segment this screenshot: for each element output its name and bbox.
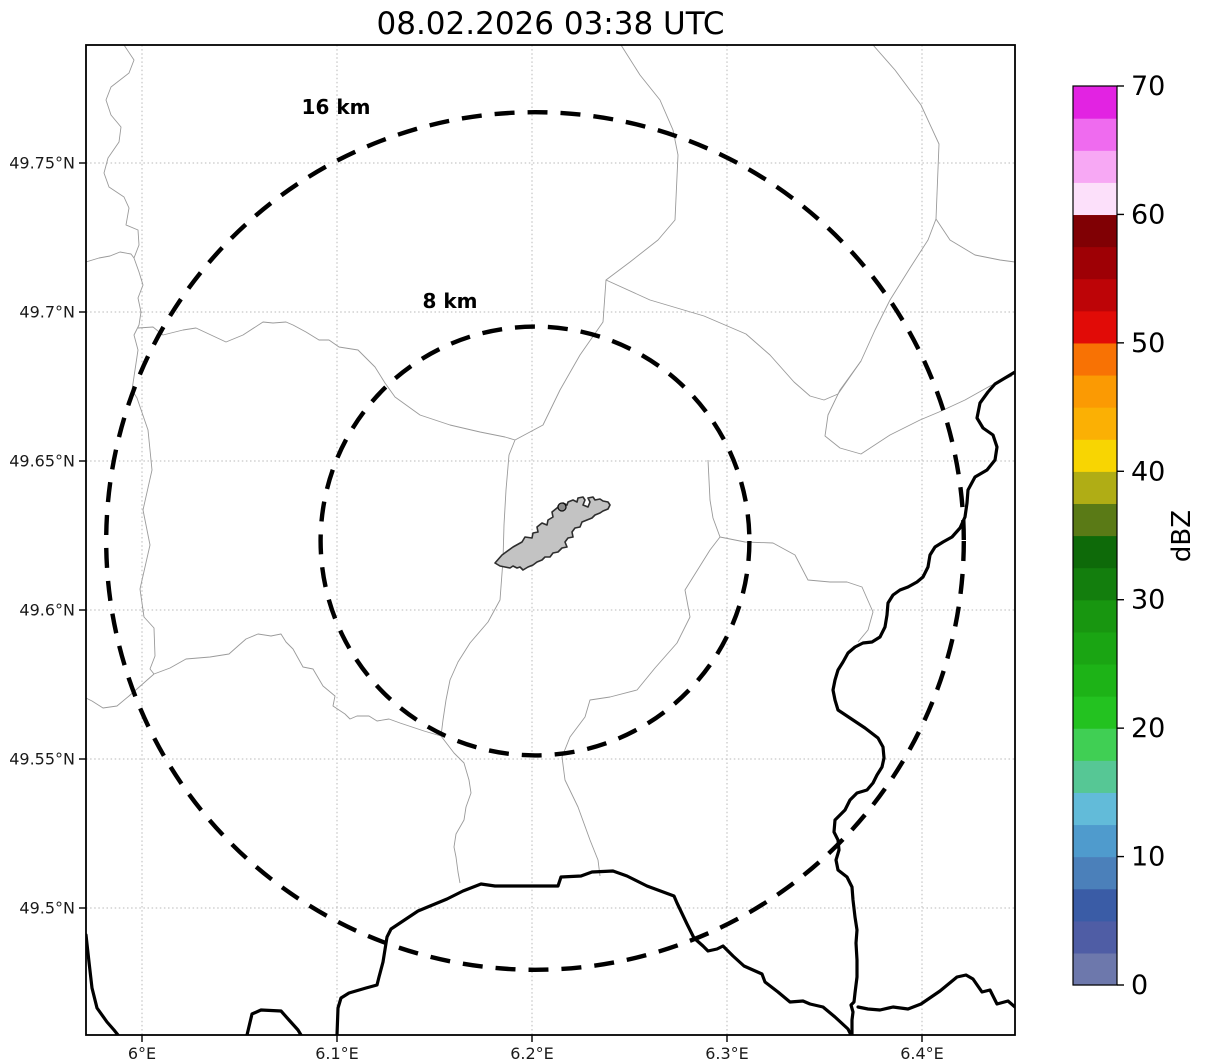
colorbar-tick-label: 0 bbox=[1131, 970, 1148, 1001]
colorbar-band bbox=[1073, 118, 1117, 151]
colorbar-band bbox=[1073, 342, 1117, 376]
municipal-line bbox=[824, 45, 1013, 455]
colorbar-tick-label: 30 bbox=[1131, 585, 1165, 616]
airport-outline bbox=[494, 496, 611, 571]
colorbar-band bbox=[1073, 86, 1117, 119]
colorbar-band bbox=[1073, 535, 1117, 569]
municipal-line bbox=[440, 45, 679, 737]
lon-tick-label: 6.4°E bbox=[900, 1044, 944, 1063]
colorbar-band bbox=[1073, 599, 1117, 633]
axis-ticks-and-labels: 6°E 6.1°E 6.2°E 6.3°E 6.4°E 49.5°N 49.55°N 49.6… bbox=[9, 154, 944, 1064]
municipal-boundaries bbox=[86, 45, 1015, 884]
lat-tick-label: 49.7°N bbox=[19, 303, 75, 322]
municipal-line bbox=[561, 459, 721, 877]
colorbar-band bbox=[1073, 182, 1117, 216]
colorbar-band bbox=[1073, 856, 1117, 890]
colorbar-band bbox=[1073, 952, 1117, 986]
colorbar-band bbox=[1073, 471, 1117, 504]
colorbar-frame bbox=[1072, 85, 1118, 986]
colorbar-band bbox=[1073, 728, 1117, 761]
airport-area bbox=[494, 496, 611, 571]
colorbar: 0 10 20 30 40 50 60 70 bbox=[1072, 71, 1165, 1001]
colorbar-unit-label: dBZ bbox=[1167, 509, 1197, 563]
range-ring-label-8km: 8 km bbox=[422, 289, 478, 313]
country-border-line bbox=[856, 973, 1015, 1012]
municipal-line bbox=[605, 279, 862, 401]
lat-tick-label: 49.55°N bbox=[9, 750, 75, 769]
colorbar-band bbox=[1073, 374, 1117, 408]
colorbar-band bbox=[1073, 663, 1117, 697]
municipal-line bbox=[103, 45, 156, 675]
colorbar-band bbox=[1073, 214, 1117, 248]
lat-tick-label: 49.75°N bbox=[9, 154, 75, 173]
range-ring-label-16km: 16 km bbox=[301, 95, 371, 119]
colorbar-band bbox=[1073, 310, 1117, 344]
colorbar-band bbox=[1073, 824, 1117, 858]
country-border-line bbox=[335, 869, 853, 1035]
colorbar-tick-label: 20 bbox=[1131, 713, 1165, 744]
lat-tick-label: 49.5°N bbox=[19, 899, 75, 918]
colorbar-tick-label: 50 bbox=[1131, 328, 1165, 359]
colorbar-band bbox=[1073, 792, 1117, 826]
country-borders bbox=[86, 370, 1015, 1035]
grid-lines bbox=[86, 45, 1015, 1035]
colorbar-band bbox=[1073, 696, 1117, 729]
colorbar-band bbox=[1073, 631, 1117, 665]
colorbar-band bbox=[1073, 888, 1117, 922]
colorbar-band bbox=[1073, 920, 1117, 954]
colorbar-tick-label: 40 bbox=[1131, 456, 1165, 487]
municipal-line bbox=[86, 251, 135, 263]
lon-tick-label: 6°E bbox=[128, 1044, 156, 1063]
colorbar-band bbox=[1073, 407, 1117, 440]
colorbar-tick-label: 60 bbox=[1131, 199, 1165, 230]
lon-tick-label: 6.2°E bbox=[510, 1044, 554, 1063]
colorbar-tick-label: 10 bbox=[1131, 842, 1165, 873]
map-frame bbox=[85, 44, 1016, 1036]
colorbar-tick-label: 70 bbox=[1131, 71, 1165, 102]
colorbar-band bbox=[1073, 278, 1117, 312]
range-ring-16km bbox=[104, 110, 966, 972]
municipal-line bbox=[153, 633, 472, 884]
range-rings bbox=[104, 110, 966, 972]
lon-tick-label: 6.1°E bbox=[315, 1044, 359, 1063]
lat-tick-label: 49.6°N bbox=[19, 601, 75, 620]
municipal-line bbox=[719, 536, 874, 643]
lat-tick-label: 49.65°N bbox=[9, 452, 75, 471]
lon-tick-label: 6.3°E bbox=[705, 1044, 749, 1063]
municipal-line bbox=[935, 218, 1015, 263]
country-border-line bbox=[245, 1008, 303, 1035]
timestamp-title: 08.02.2026 03:38 UTC bbox=[376, 6, 725, 42]
radar-site-marker bbox=[557, 502, 567, 512]
colorbar-band bbox=[1073, 439, 1117, 472]
colorbar-band bbox=[1073, 760, 1117, 793]
colorbar-band bbox=[1073, 503, 1117, 537]
municipal-line bbox=[86, 673, 155, 709]
municipal-line bbox=[137, 321, 516, 441]
country-border-line bbox=[86, 933, 120, 1035]
range-ring-8km bbox=[318, 324, 752, 758]
colorbar-band bbox=[1073, 246, 1117, 280]
colorbar-band bbox=[1073, 567, 1117, 601]
river-border-line bbox=[831, 370, 1015, 1035]
colorbar-band bbox=[1073, 150, 1117, 183]
